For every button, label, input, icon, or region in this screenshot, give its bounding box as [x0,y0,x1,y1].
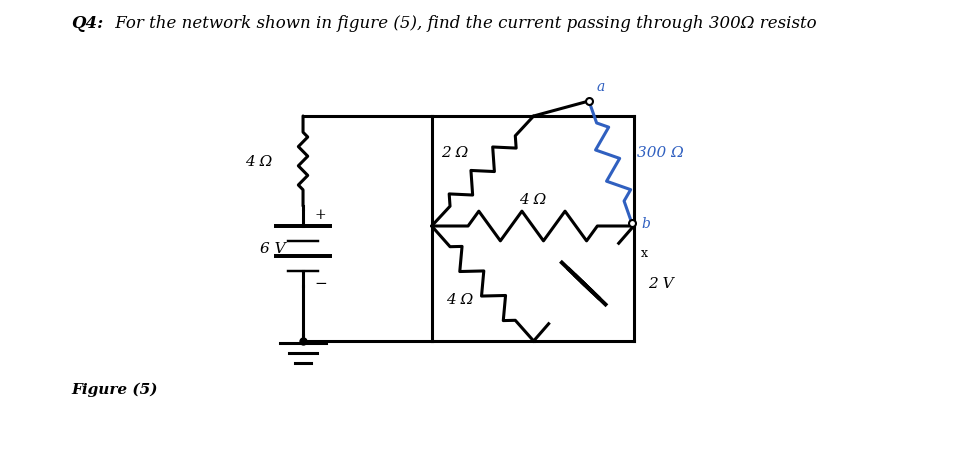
Text: a: a [596,80,605,94]
Text: 4 Ω: 4 Ω [446,292,473,306]
Text: 2 V: 2 V [648,277,674,291]
Text: b: b [642,216,650,230]
Text: 300 Ω: 300 Ω [637,146,683,160]
Text: 2 Ω: 2 Ω [441,146,469,160]
Text: −: − [315,276,327,290]
Text: For the network shown in figure (5), find the current passing through 300Ω resis: For the network shown in figure (5), fin… [109,15,816,32]
Text: 4 Ω: 4 Ω [519,193,546,207]
Text: 4 Ω: 4 Ω [245,155,273,169]
Text: x: x [642,246,649,259]
Text: Q4:: Q4: [72,15,104,32]
Text: +: + [315,207,326,221]
Text: 6 V: 6 V [260,242,286,256]
Text: Figure (5): Figure (5) [72,382,158,396]
